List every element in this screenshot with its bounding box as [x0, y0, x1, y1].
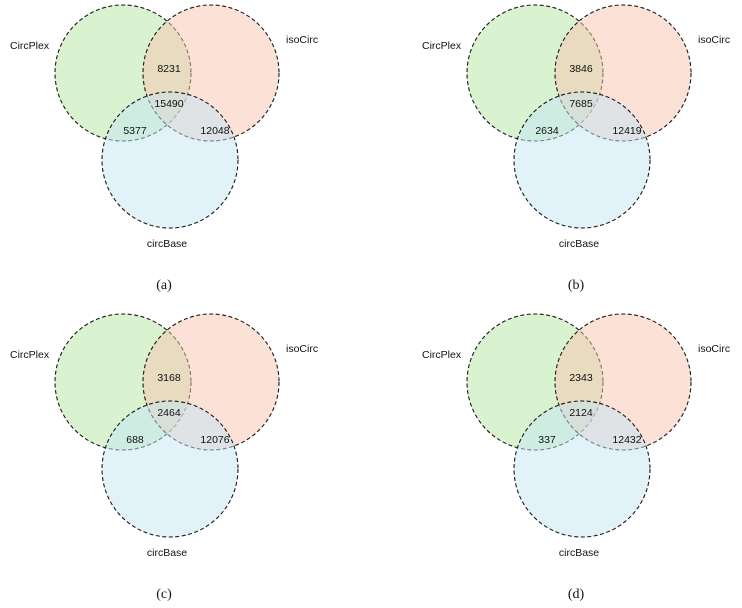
panel-caption: (b): [568, 278, 585, 293]
set-label-isocirc: isoCirc: [698, 34, 730, 46]
set-label-circbase: circBase: [147, 238, 187, 250]
set-label-circbase: circBase: [559, 238, 599, 250]
venn-panel-a: CircPlex isoCirc circBase 8231 15490 5377 1204…: [10, 4, 318, 293]
region-value-intersection-circplex-circbase: 5377: [123, 125, 147, 137]
region-value-intersection-all: 2124: [569, 407, 593, 419]
region-value-intersection-circplex-isocirc: 3846: [569, 63, 593, 75]
set-label-isocirc: isoCirc: [286, 34, 318, 46]
set-circle-circbase: [101, 400, 239, 538]
region-value-intersection-circplex-circbase: 688: [126, 434, 144, 446]
region-value-intersection-circplex-isocirc: 2343: [569, 372, 593, 384]
set-circle-circbase: [513, 400, 651, 538]
set-label-isocirc: isoCirc: [698, 343, 730, 355]
region-value-intersection-isocirc-circbase: 12432: [612, 434, 641, 446]
set-label-isocirc: isoCirc: [286, 343, 318, 355]
region-value-intersection-isocirc-circbase: 12048: [200, 125, 229, 137]
venn-panel-d: CircPlex isoCirc circBase 2343 2124 337 12432 (…: [422, 313, 730, 602]
region-value-intersection-isocirc-circbase: 12076: [200, 434, 229, 446]
region-value-intersection-isocirc-circbase: 12419: [612, 125, 641, 137]
set-label-circplex: CircPlex: [422, 40, 462, 52]
set-circle-circbase: [101, 91, 239, 229]
venn-panel-b: CircPlex isoCirc circBase 3846 7685 2634 12419…: [422, 4, 730, 293]
region-value-intersection-circplex-circbase: 337: [538, 434, 556, 446]
region-value-intersection-circplex-isocirc: 3168: [157, 372, 181, 384]
venn-panel-c: CircPlex isoCirc circBase 3168 2464 688 12076 (…: [10, 313, 318, 602]
panel-caption: (d): [568, 587, 585, 602]
set-label-circbase: circBase: [147, 547, 187, 559]
set-label-circplex: CircPlex: [422, 349, 462, 361]
region-value-intersection-circplex-isocirc: 8231: [157, 63, 181, 75]
panel-caption: (a): [156, 278, 172, 293]
set-label-circplex: CircPlex: [10, 40, 50, 52]
panel-caption: (c): [156, 587, 172, 602]
region-value-intersection-circplex-circbase: 2634: [535, 125, 559, 137]
set-label-circbase: circBase: [559, 547, 599, 559]
region-value-intersection-all: 7685: [569, 98, 593, 110]
region-value-intersection-all: 15490: [154, 98, 183, 110]
set-circle-circbase: [513, 91, 651, 229]
region-value-intersection-all: 2464: [157, 407, 181, 419]
set-label-circplex: CircPlex: [10, 349, 50, 361]
venn-panels: CircPlex isoCirc circBase 8231 15490 5377 1204…: [10, 4, 730, 602]
